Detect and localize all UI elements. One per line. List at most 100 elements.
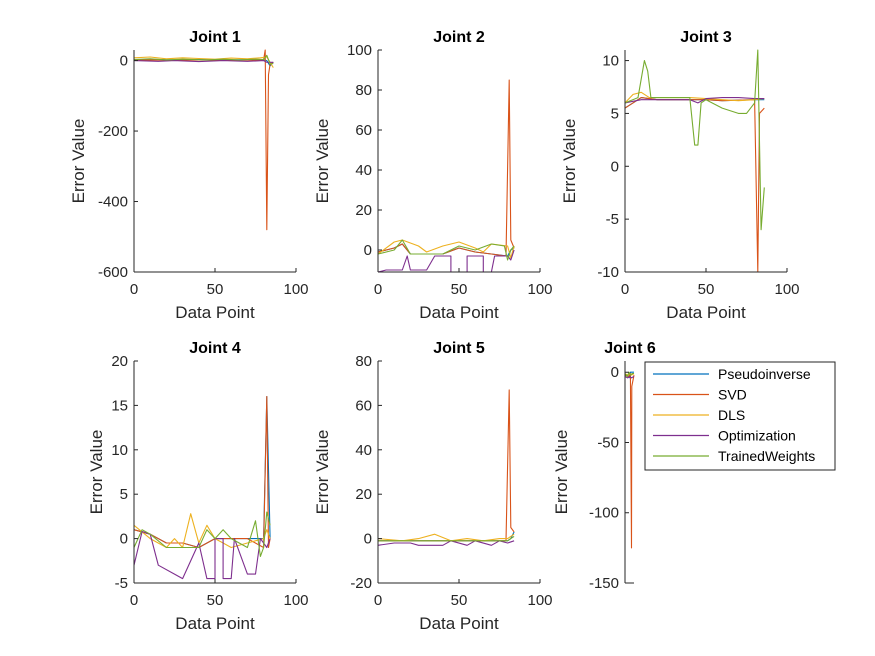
y-tick-label: 100 [347, 42, 372, 59]
series-line-trainedweights [377, 239, 515, 261]
y-tick-label: -50 [597, 434, 619, 451]
y-tick-label: 60 [355, 122, 372, 139]
subplot-title: Joint 3 [680, 29, 732, 46]
legend-label: DLS [718, 407, 745, 423]
y-axis-label: Error Value [552, 430, 571, 515]
y-axis-label: Error Value [560, 119, 579, 204]
series-line-trainedweights [133, 511, 271, 557]
legend-item-optimization: Optimization [653, 428, 796, 444]
y-tick-label: 20 [355, 486, 372, 503]
y-tick-label: -5 [115, 575, 128, 592]
y-tick-label: 0 [611, 158, 619, 175]
subplot-title: Joint 5 [433, 340, 485, 357]
legend-label: Pseudoinverse [718, 366, 811, 382]
y-tick-label: 10 [602, 53, 619, 70]
subplot-joint-1: 0 50 100 -600 -400 -200 0 Joint 1 Data Point Erro… [69, 29, 309, 322]
y-tick-label: -100 [589, 505, 619, 522]
legend-box [644, 361, 836, 471]
x-tick-label: 100 [774, 281, 799, 298]
x-tick-label: 0 [130, 281, 138, 298]
series-line-optimization [624, 97, 765, 104]
y-tick-label: -5 [606, 211, 619, 228]
series-line-dls [377, 533, 515, 542]
y-axis-label: Error Value [87, 430, 106, 515]
subplot-title: Joint 2 [433, 29, 485, 46]
legend-item-trainedweights: TrainedWeights [653, 448, 815, 464]
y-tick-label: -400 [98, 194, 128, 211]
y-tick-label: 0 [120, 53, 128, 70]
y-tick-label: 40 [355, 442, 372, 459]
y-tick-label: 20 [355, 202, 372, 219]
y-tick-label: 60 [355, 397, 372, 414]
x-tick-label: 100 [283, 281, 308, 298]
y-tick-label: 0 [364, 531, 372, 548]
x-tick-label: 0 [374, 281, 382, 298]
y-tick-label: 80 [355, 353, 372, 370]
y-axis-label: Error Value [313, 430, 332, 515]
subplot-joint-6: -150 -100 -50 0 Joint 6 Error Value [552, 340, 656, 592]
series-line-trainedweights [624, 371, 634, 378]
y-tick-label: 5 [120, 486, 128, 503]
legend-item-svd: SVD [653, 387, 747, 403]
y-tick-label: 10 [111, 442, 128, 459]
legend-item-pseudoinverse: Pseudoinverse [653, 366, 811, 382]
y-tick-label: -200 [98, 123, 128, 140]
series-line-optimization [133, 60, 274, 63]
x-tick-label: 0 [130, 592, 138, 609]
x-axis-label: Data Point [419, 614, 499, 633]
y-tick-label: 80 [355, 82, 372, 99]
x-tick-label: 100 [527, 592, 552, 609]
y-tick-label: -600 [98, 264, 128, 281]
y-tick-label: 0 [120, 531, 128, 548]
y-tick-label: -150 [589, 575, 619, 592]
series-group [624, 49, 765, 273]
subplot-title: Joint 4 [189, 340, 241, 357]
legend-label: SVD [718, 387, 747, 403]
y-axis-label: Error Value [313, 119, 332, 204]
y-tick-label: -10 [597, 264, 619, 281]
y-tick-label: 40 [355, 162, 372, 179]
series-group [624, 371, 635, 549]
series-line-trainedweights [624, 49, 765, 231]
x-axis-label: Data Point [419, 303, 499, 322]
subplot-joint-2: 0 50 100 0 20 40 60 80 100 Joint 2 Data Point Error… [313, 29, 553, 322]
series-line-svd [624, 373, 635, 549]
x-tick-label: 50 [451, 281, 468, 298]
series-line-svd [377, 79, 515, 257]
x-axis-label: Data Point [175, 303, 255, 322]
x-tick-label: 0 [621, 281, 629, 298]
y-tick-label: -20 [350, 575, 372, 592]
series-line-optimization [624, 375, 635, 379]
legend-label: TrainedWeights [718, 448, 815, 464]
subplot-joint-3: 0 50 100 -10 -5 0 5 10 Joint 3 Data Point Error Va… [560, 29, 800, 322]
subplot-title: Joint 1 [189, 29, 241, 46]
subplot-title: Joint 6 [604, 340, 656, 357]
y-tick-label: 15 [111, 397, 128, 414]
series-line-svd [624, 97, 765, 273]
x-axis-label: Data Point [666, 303, 746, 322]
y-tick-label: 0 [611, 364, 619, 381]
series-line-trainedweights [378, 535, 515, 542]
x-tick-label: 100 [283, 592, 308, 609]
x-tick-label: 0 [374, 592, 382, 609]
series-group [133, 49, 274, 231]
y-axis-label: Error Value [69, 119, 88, 204]
x-tick-label: 50 [207, 281, 224, 298]
y-tick-label: 0 [364, 242, 372, 259]
y-tick-label: 20 [111, 353, 128, 370]
x-tick-label: 50 [451, 592, 468, 609]
y-tick-label: 5 [611, 105, 619, 122]
x-tick-label: 50 [207, 592, 224, 609]
series-group [377, 389, 515, 546]
series-line-trainedweights [133, 54, 274, 65]
x-axis-label: Data Point [175, 614, 255, 633]
x-tick-label: 50 [698, 281, 715, 298]
legend: Pseudoinverse SVD DLS Optimization TrainedWe… [644, 361, 836, 471]
legend-item-dls: DLS [653, 407, 745, 423]
legend-label: Optimization [718, 428, 796, 444]
